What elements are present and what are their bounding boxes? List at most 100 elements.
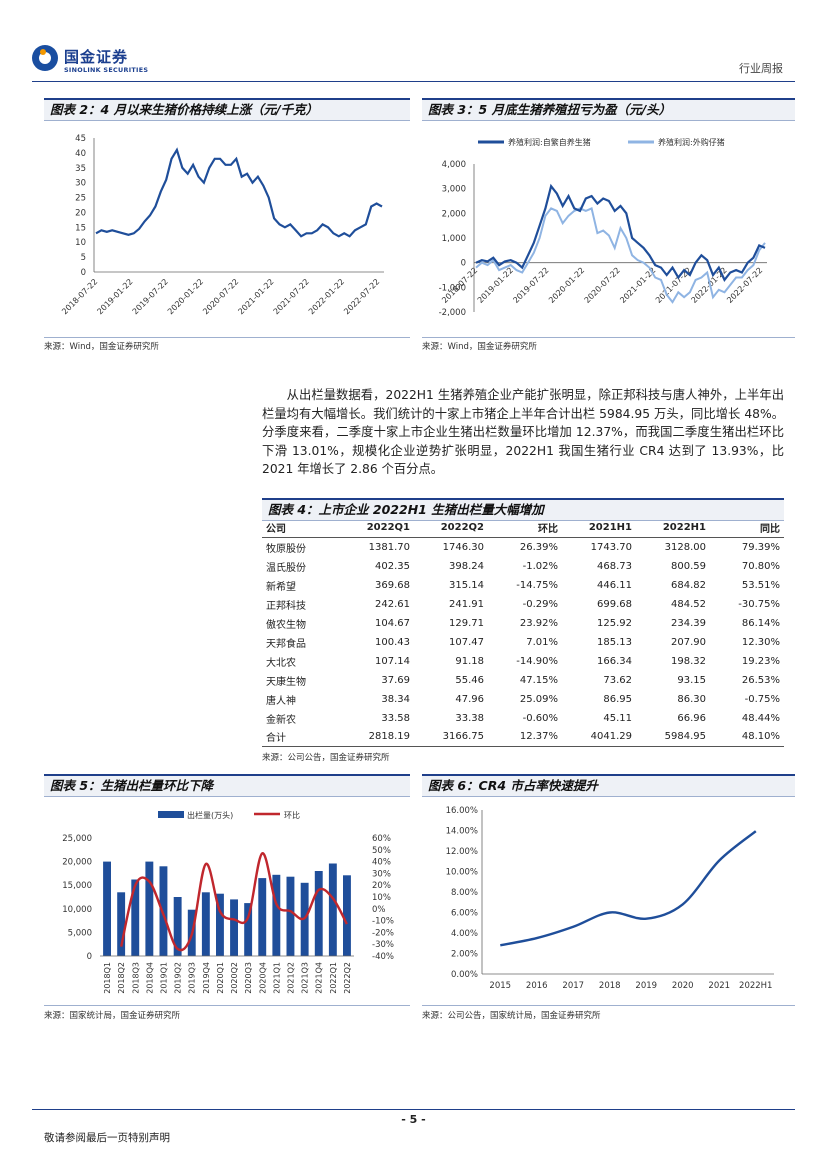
figure6-ytick: 4.00% xyxy=(451,929,478,939)
table4-cell: 1381.70 xyxy=(368,541,410,553)
figure5-bar xyxy=(314,871,323,956)
footer-divider xyxy=(32,1109,795,1110)
table4-row: 牧原股份 1381.70 1746.30 26.39% 1743.70 3128.00 79… xyxy=(262,538,784,557)
report-type: 行业周报 xyxy=(739,62,783,75)
figure2-series-line xyxy=(95,147,383,238)
table4-cell: 唐人神 xyxy=(266,695,296,707)
table4-cell: 684.82 xyxy=(671,579,706,591)
figure3-ytick: -2,000 xyxy=(439,308,466,318)
table4-cell: 73.62 xyxy=(603,674,632,686)
figure5-xtick: 2020Q2 xyxy=(230,962,239,994)
table4-cell: 25.09% xyxy=(519,693,558,705)
table4-cell: 37.69 xyxy=(381,674,410,686)
figure5-xtick: 2018Q2 xyxy=(117,962,126,994)
figure6-ytick: 10.00% xyxy=(446,868,478,878)
table4-cell: 2818.19 xyxy=(340,727,414,747)
figure6-xtick: 2017 xyxy=(562,981,584,991)
figure5-y2tick: -40% xyxy=(372,952,394,962)
table4-cell: 800.59 xyxy=(671,560,706,572)
figure3-source: 来源：Wind，国金证券研究所 xyxy=(422,342,537,352)
figure2-xtick: 2020-07-22 xyxy=(201,277,240,316)
table4-header-cell: 2022Q2 xyxy=(414,518,488,538)
figure2-xtick: 2020-01-22 xyxy=(166,277,205,316)
table4-cell: -14.75% xyxy=(516,579,558,591)
figure5-bar xyxy=(286,876,295,956)
figure6-ytick: 8.00% xyxy=(451,888,478,898)
table4-cell: 1743.70 xyxy=(590,541,632,553)
table4-cell: 446.11 xyxy=(597,579,632,591)
figure2-ytick: 20 xyxy=(75,208,86,218)
figure3-series-line-1 xyxy=(475,183,766,282)
table4-cell: 5984.95 xyxy=(636,727,710,747)
table4-cell: 86.30 xyxy=(677,693,706,705)
figure5-y2tick: 40% xyxy=(372,858,391,868)
table4-header-cell: 2022H1 xyxy=(636,518,710,538)
figure5-ytick: 10,000 xyxy=(62,905,92,915)
table4-row: 合计 2818.19 3166.75 12.37% 4041.29 5984.95 48.1… xyxy=(262,727,784,747)
figure6-ytick: 0.00% xyxy=(451,970,478,980)
table4-header-cell: 2022Q1 xyxy=(340,518,414,538)
table4-cell: 12.37% xyxy=(488,727,562,747)
table4-cell: 温氏股份 xyxy=(266,562,306,574)
table4-cell: 79.39% xyxy=(741,541,780,553)
figure3-xtick: 2020-07-22 xyxy=(583,266,622,305)
table4-header-cell: 环比 xyxy=(488,518,562,538)
table4-row: 天邦食品 100.43 107.47 7.01% 185.13 207.90 12.30% xyxy=(262,633,784,652)
table4-cell: -1.02% xyxy=(522,560,558,572)
figure5-y2tick: -20% xyxy=(372,928,394,938)
table4-cell: 金新农 xyxy=(266,714,296,726)
table4-cell: -0.29% xyxy=(522,598,558,610)
figure2-ytick: 30 xyxy=(75,179,86,189)
figure5-xtick: 2021Q2 xyxy=(287,962,296,994)
figure2-xtick: 2022-07-22 xyxy=(342,277,381,316)
table4-cell: 468.73 xyxy=(597,560,632,572)
table4-cell: 86.95 xyxy=(603,693,632,705)
table4-cell: 70.80% xyxy=(741,560,780,572)
figure3-ytick: 1,000 xyxy=(442,234,466,244)
table4-cell: -0.60% xyxy=(522,712,558,724)
table4-cell: 47.15% xyxy=(519,674,558,686)
figure3-legend: 养殖利润:自繁自养生猪 养殖利润:外购仔猪 xyxy=(478,137,725,147)
table4-cell: 傲农生物 xyxy=(266,619,306,631)
figure5-legend-1: 出栏量(万头) xyxy=(187,810,233,820)
figure5-bar xyxy=(244,903,253,956)
table4-cell: 合计 xyxy=(262,727,340,747)
table4-cell: 3166.75 xyxy=(414,727,488,747)
table4-header-cell: 同比 xyxy=(710,518,784,538)
figure3-ytick: 2,000 xyxy=(442,209,466,219)
table4-row: 天康生物 37.69 55.46 47.15% 73.62 93.15 26.53% xyxy=(262,671,784,690)
figure5-xtick: 2020Q3 xyxy=(244,962,253,994)
figure5-xtick: 2021Q1 xyxy=(272,962,281,994)
table4-row: 温氏股份 402.35 398.24 -1.02% 468.73 800.59 70.80% xyxy=(262,557,784,576)
figure2-ytick: 45 xyxy=(75,134,86,144)
figure3-legend-2: 养殖利润:外购仔猪 xyxy=(658,137,725,147)
figure2-source: 来源：Wind，国金证券研究所 xyxy=(44,342,159,352)
figure5-xtick: 2019Q4 xyxy=(202,962,211,994)
table4-cell: -30.75% xyxy=(738,598,780,610)
table4-cell: 242.61 xyxy=(375,598,410,610)
figure3-legend-1: 养殖利润:自繁自养生猪 xyxy=(508,137,591,147)
table4-cell: 19.23% xyxy=(741,655,780,667)
figure3-ytick: 0 xyxy=(461,259,466,269)
figure6-ytick: 12.00% xyxy=(446,847,478,857)
footer-disclaimer: 敬请参阅最后一页特别声明 xyxy=(44,1132,170,1144)
figure6-ytick: 14.00% xyxy=(446,827,478,837)
figure5-xtick: 2020Q4 xyxy=(258,962,267,994)
table4-cell: 7.01% xyxy=(526,636,558,648)
table4-cell: 107.47 xyxy=(449,636,484,648)
table4-source: 来源：公司公告，国金证券研究所 xyxy=(262,753,390,763)
figure5-source: 来源：国家统计局，国金证券研究所 xyxy=(44,1011,181,1021)
figure5-bar xyxy=(258,878,267,956)
table4-cell: 484.52 xyxy=(671,598,706,610)
figure5-bar xyxy=(328,863,337,956)
table4-header-cell: 2021H1 xyxy=(562,518,636,538)
table4-cell: 66.96 xyxy=(677,712,706,724)
figure3-xtick: 2022-01-22 xyxy=(690,266,729,305)
body-paragraph: 从出栏量数据看，2022H1 生猪养殖企业产能扩张明显，除正邦科技与唐人神外，上… xyxy=(262,388,784,476)
table4-row: 金新农 33.58 33.38 -0.60% 45.11 66.96 48.44% xyxy=(262,709,784,728)
figure5-xtick: 2021Q4 xyxy=(315,962,324,994)
figure2-xtick: 2021-01-22 xyxy=(236,277,275,316)
table4-cell: 47.96 xyxy=(455,693,484,705)
figure3-ytick: 4,000 xyxy=(442,160,466,170)
figure6-xtick: 2021 xyxy=(708,981,730,991)
